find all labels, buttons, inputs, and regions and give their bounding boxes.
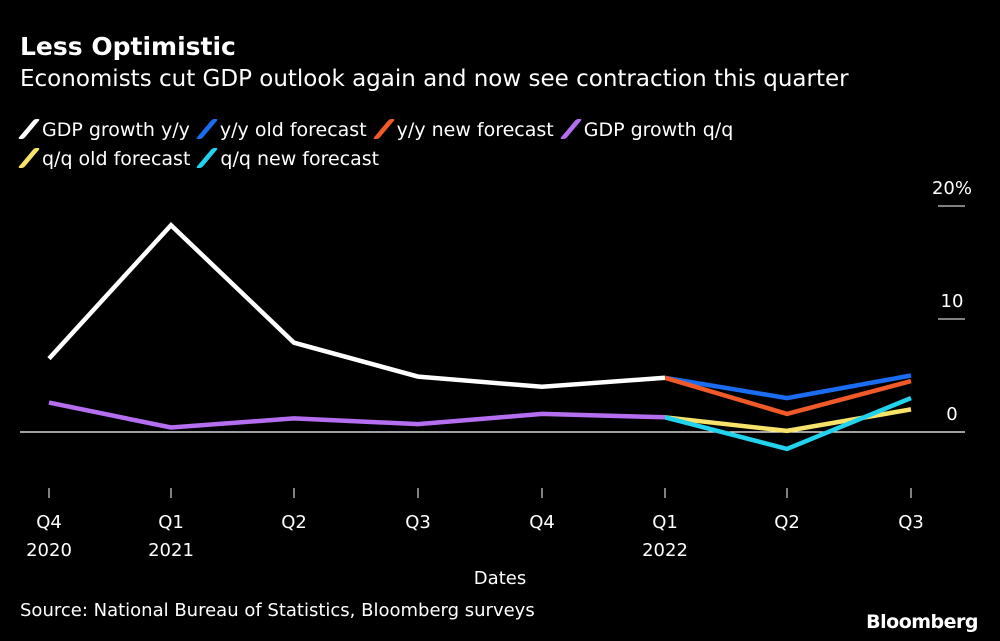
legend-item: y/y new forecast [372,116,554,145]
y-tick-label: 0 [946,404,957,425]
series-gdp-growth-y-y [47,221,666,390]
bloomberg-logo: Bloomberg [866,611,978,633]
legend-label: y/y old forecast [219,119,367,141]
x-tick-label: Q3 [405,512,431,533]
legend-label: y/y new forecast [396,119,554,141]
source-note: Source: National Bureau of Statistics, B… [20,600,535,621]
x-tick-label: Q2 [281,512,307,533]
x-tick-label: Q4 [529,512,555,533]
x-tick-label: Q1 [652,512,678,533]
legend-label: GDP growth y/y [42,119,190,141]
x-tick-year-label: 2020 [26,540,72,561]
x-tick-label: Q1 [158,512,184,533]
legend-item: GDP growth q/q [559,116,734,145]
legend-item: q/q new forecast [196,145,380,174]
x-tick-year-label: 2022 [642,540,688,561]
legend: GDP growth y/y y/y old forecast y/y new fo… [17,116,920,174]
chart-subtitle: Economists cut GDP outlook again and now… [20,66,849,92]
legend-item: q/q old forecast [17,145,191,174]
y-tick-label: 20% [932,178,972,199]
legend-item: GDP growth y/y [17,116,190,145]
x-tick-label: Q4 [36,512,62,533]
chart-title: Less Optimistic [20,32,236,61]
x-axis-label: Dates [474,568,526,589]
legend-label: q/q new forecast [220,148,380,170]
series-line [48,400,666,430]
x-tick-year-label: 2021 [148,540,194,561]
x-tick-label: Q2 [774,512,800,533]
legend-label: GDP growth q/q [583,119,734,141]
x-tick-label: Q3 [898,512,924,533]
legend-label: q/q old forecast [42,148,191,170]
legend-item: y/y old forecast [195,116,367,145]
y-tick-label: 10 [941,291,964,312]
series-line [47,221,666,390]
series-gdp-growth-q-q [48,400,666,430]
